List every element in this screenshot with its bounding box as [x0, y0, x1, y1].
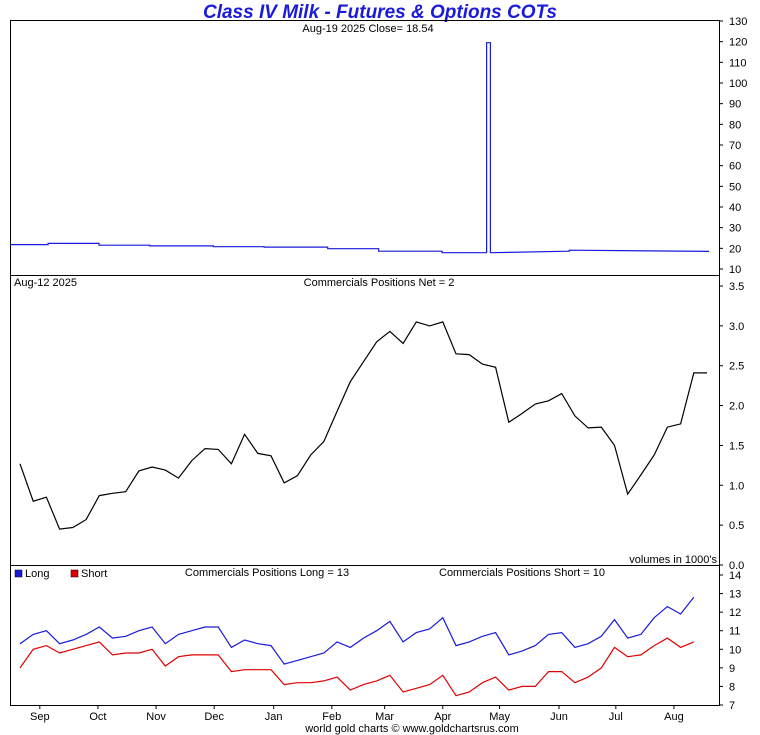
- price-y-tick-label: 10: [729, 264, 741, 276]
- net-y-tick-label: 1.5: [729, 440, 744, 452]
- longshort-y-tick-label: 9: [729, 663, 735, 675]
- legend-short-swatch: [70, 569, 79, 578]
- price-y-tick-label: 130: [729, 16, 747, 28]
- price-y-tick-label: 70: [729, 140, 741, 152]
- month-tick-label: Jun: [550, 711, 568, 723]
- month-tick-label: Apr: [434, 711, 451, 723]
- price-y-tick-label: 110: [729, 57, 747, 69]
- longshort-y-tick-label: 12: [729, 607, 741, 619]
- net-y-tick-label: 0.5: [729, 520, 744, 532]
- net-y-tick-label: 2.0: [729, 401, 744, 413]
- price-y-axis: 10 20 30 40 50 60 70 80 90 100 110 120 130: [719, 16, 747, 276]
- longshort-y-tick-label: 13: [729, 589, 741, 601]
- longshort-y-tick-label: 10: [729, 644, 741, 656]
- price-y-tick-label: 30: [729, 223, 741, 235]
- month-tick-label: Sep: [30, 711, 50, 723]
- net-panel-frame: [10, 275, 720, 566]
- net-y-tick-label: 2.5: [729, 361, 744, 373]
- month-tick-label: Feb: [322, 711, 341, 723]
- longshort-y-axis: 7 8 9 10 11 12 13 14: [719, 570, 741, 712]
- chart-title: Class IV Milk - Futures & Options COTs: [202, 2, 557, 23]
- net-series-line: [19, 321, 707, 530]
- footer-credit: world gold charts © www.goldchartsrus.co…: [304, 723, 519, 735]
- legend-short-label: Short: [81, 568, 107, 580]
- month-tick-label: Dec: [204, 711, 224, 723]
- long-label: Commercials Positions Long = 13: [185, 567, 349, 579]
- longshort-y-tick-label: 8: [729, 681, 735, 693]
- month-tick-label: Mar: [375, 711, 394, 723]
- price-series-line: [10, 42, 710, 254]
- net-date: Aug-12 2025: [14, 277, 77, 289]
- net-label: Commercials Positions Net = 2: [304, 277, 455, 289]
- net-y-tick-label: 0.0: [729, 560, 744, 572]
- net-y-tick-label: 1.0: [729, 480, 744, 492]
- longshort-y-tick-label: 14: [729, 570, 741, 582]
- short-series-line: [19, 637, 695, 697]
- legend-long-label: Long: [25, 568, 49, 580]
- short-label: Commercials Positions Short = 10: [439, 567, 605, 579]
- month-tick-label: Nov: [146, 711, 166, 723]
- month-tick-label: May: [489, 711, 510, 723]
- month-tick-label: Oct: [89, 711, 106, 723]
- price-y-tick-label: 120: [729, 37, 747, 49]
- price-y-tick-label: 60: [729, 161, 741, 173]
- longshort-y-tick-label: 11: [729, 626, 740, 638]
- price-panel-frame: [10, 20, 720, 276]
- month-tick-label: Aug: [664, 711, 684, 723]
- net-y-tick-label: 3.0: [729, 321, 744, 333]
- series-group: [10, 42, 710, 697]
- price-annotation: Aug-19 2025 Close= 18.54: [302, 23, 433, 35]
- net-y-axis: 0.0 0.5 1.0 1.5 2.0 2.5 3.0 3.5: [719, 281, 744, 572]
- price-y-tick-label: 20: [729, 243, 741, 255]
- month-tick-label: Jan: [265, 711, 283, 723]
- longshort-y-tick-label: 7: [729, 700, 735, 712]
- long-series-line: [19, 596, 695, 665]
- price-y-tick-label: 80: [729, 119, 741, 131]
- price-y-tick-label: 50: [729, 181, 741, 193]
- month-x-axis: Sep Oct Nov Dec Jan Feb Mar Apr May Jun Jul Aug: [30, 705, 684, 723]
- price-y-tick-label: 40: [729, 202, 741, 214]
- longshort-panel-frame: [10, 565, 720, 706]
- price-y-tick-label: 100: [729, 78, 747, 90]
- net-y-tick-label: 3.5: [729, 281, 744, 293]
- legend-long-swatch: [14, 569, 23, 578]
- month-tick-label: Jul: [609, 711, 623, 723]
- price-y-tick-label: 90: [729, 99, 741, 111]
- volume-note: volumes in 1000's: [629, 554, 717, 566]
